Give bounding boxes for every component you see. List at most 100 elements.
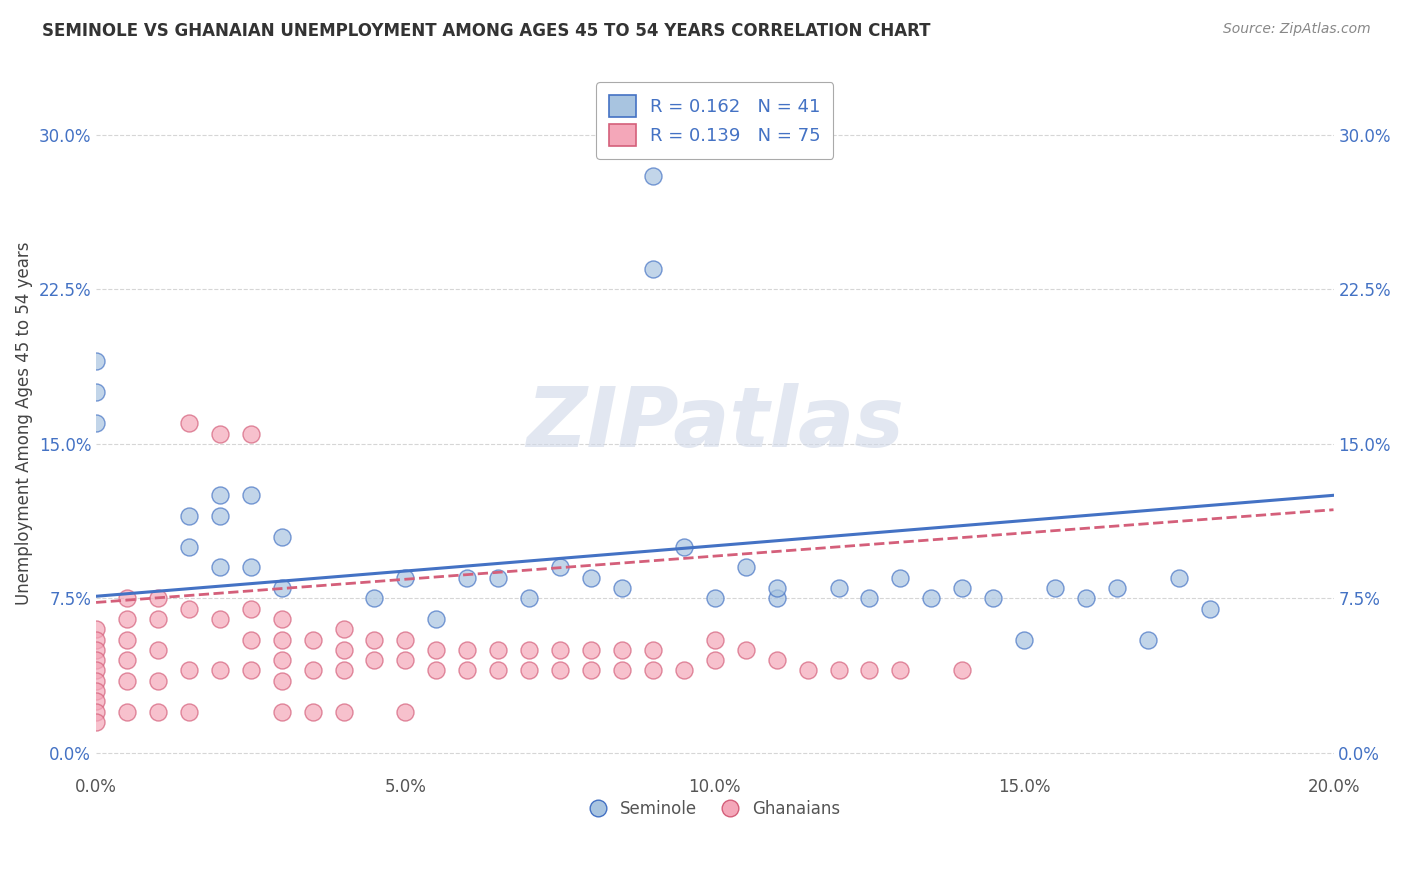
Point [486, 643, 509, 657]
Point [177, 664, 200, 678]
Point [208, 664, 231, 678]
Point [1136, 632, 1159, 647]
Text: Source: ZipAtlas.com: Source: ZipAtlas.com [1223, 22, 1371, 37]
Point [208, 426, 231, 441]
Point [1043, 581, 1066, 595]
Point [517, 591, 540, 606]
Point [425, 612, 447, 626]
Point [579, 571, 602, 585]
Point [765, 581, 787, 595]
Point [486, 664, 509, 678]
Point [517, 664, 540, 678]
Point [84, 694, 107, 708]
Point [84, 622, 107, 636]
Point [796, 664, 818, 678]
Point [332, 622, 354, 636]
Point [1105, 581, 1128, 595]
Point [84, 705, 107, 719]
Point [239, 488, 262, 502]
Point [84, 643, 107, 657]
Point [827, 664, 849, 678]
Point [332, 643, 354, 657]
Point [548, 664, 571, 678]
Point [115, 612, 138, 626]
Point [765, 653, 787, 667]
Point [672, 664, 695, 678]
Point [858, 591, 880, 606]
Point [301, 632, 323, 647]
Point [146, 612, 169, 626]
Point [1074, 591, 1097, 606]
Point [84, 673, 107, 688]
Point [734, 560, 756, 574]
Point [517, 643, 540, 657]
Point [394, 571, 416, 585]
Point [641, 261, 664, 276]
Point [981, 591, 1004, 606]
Legend: Seminole, Ghanaians: Seminole, Ghanaians [583, 793, 846, 824]
Point [425, 664, 447, 678]
Point [115, 673, 138, 688]
Point [394, 653, 416, 667]
Point [579, 643, 602, 657]
Point [641, 169, 664, 183]
Point [270, 653, 292, 667]
Point [734, 643, 756, 657]
Point [703, 591, 725, 606]
Point [84, 714, 107, 729]
Point [363, 632, 385, 647]
Point [456, 643, 478, 657]
Point [486, 571, 509, 585]
Point [610, 664, 633, 678]
Point [1167, 571, 1189, 585]
Point [579, 664, 602, 678]
Point [301, 664, 323, 678]
Point [950, 664, 973, 678]
Point [363, 591, 385, 606]
Point [950, 581, 973, 595]
Point [456, 571, 478, 585]
Point [394, 705, 416, 719]
Point [672, 540, 695, 554]
Point [456, 664, 478, 678]
Point [270, 612, 292, 626]
Point [177, 416, 200, 430]
Point [827, 581, 849, 595]
Point [363, 653, 385, 667]
Point [84, 653, 107, 667]
Point [84, 684, 107, 698]
Point [610, 581, 633, 595]
Point [146, 673, 169, 688]
Point [208, 612, 231, 626]
Point [239, 632, 262, 647]
Point [610, 643, 633, 657]
Point [84, 632, 107, 647]
Point [270, 705, 292, 719]
Point [703, 632, 725, 647]
Point [703, 653, 725, 667]
Text: SEMINOLE VS GHANAIAN UNEMPLOYMENT AMONG AGES 45 TO 54 YEARS CORRELATION CHART: SEMINOLE VS GHANAIAN UNEMPLOYMENT AMONG … [42, 22, 931, 40]
Point [177, 508, 200, 523]
Point [641, 664, 664, 678]
Point [270, 581, 292, 595]
Point [548, 643, 571, 657]
Point [177, 705, 200, 719]
Point [84, 385, 107, 400]
Point [177, 601, 200, 615]
Point [1012, 632, 1035, 647]
Point [115, 653, 138, 667]
Point [301, 705, 323, 719]
Point [208, 508, 231, 523]
Point [146, 705, 169, 719]
Point [920, 591, 942, 606]
Point [270, 529, 292, 543]
Point [239, 601, 262, 615]
Point [332, 705, 354, 719]
Point [239, 426, 262, 441]
Point [115, 705, 138, 719]
Point [208, 488, 231, 502]
Point [115, 591, 138, 606]
Point [270, 632, 292, 647]
Point [394, 632, 416, 647]
Point [84, 354, 107, 368]
